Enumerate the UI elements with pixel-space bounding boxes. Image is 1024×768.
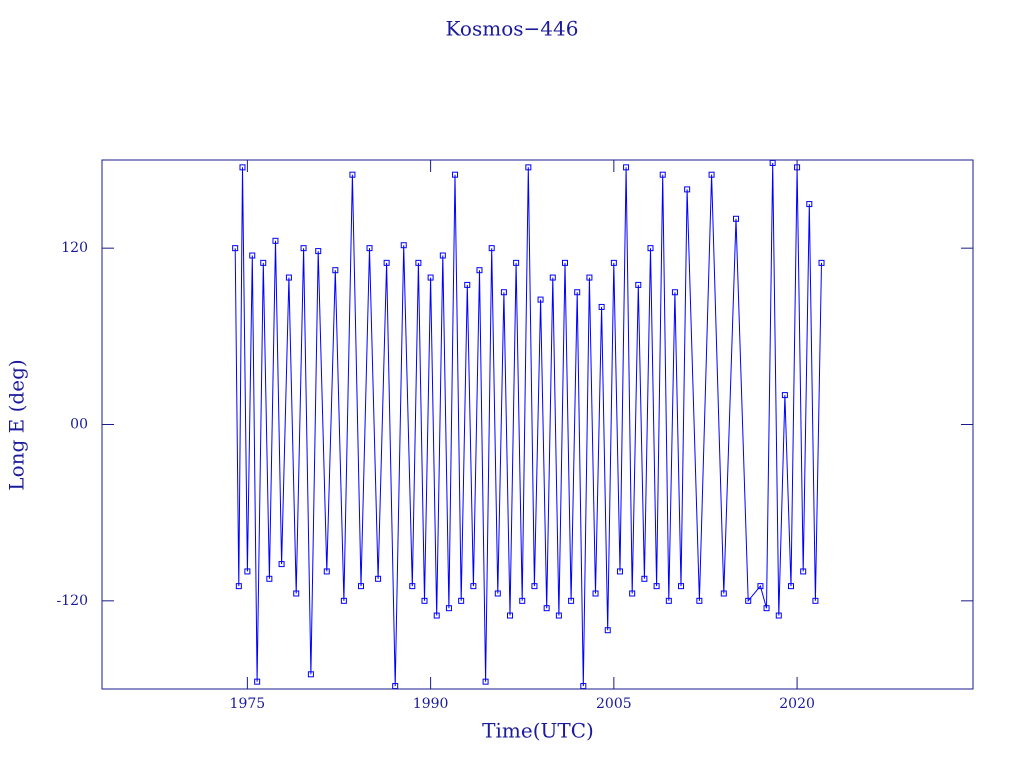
data-point: [458, 597, 465, 604]
data-point: [806, 201, 813, 208]
data-point: [641, 575, 648, 582]
data-point: [781, 392, 788, 399]
data-point: [464, 281, 471, 288]
data-point: [427, 274, 434, 281]
data-point: [800, 568, 807, 575]
data-point: [239, 164, 246, 171]
data-point: [500, 289, 507, 296]
data-point: [307, 671, 314, 678]
data-point: [285, 274, 292, 281]
data-point: [340, 597, 347, 604]
data-point: [586, 274, 593, 281]
data-point: [763, 605, 770, 612]
data-point: [543, 605, 550, 612]
data-point: [818, 259, 825, 266]
data-point: [616, 568, 623, 575]
data-point: [812, 597, 819, 604]
data-point: [323, 568, 330, 575]
data-point: [366, 245, 373, 252]
chart-title: Kosmos−446: [446, 17, 579, 41]
data-point: [445, 605, 452, 612]
data-point: [260, 259, 267, 266]
data-point: [513, 259, 520, 266]
x-axis-label: Time(UTC): [482, 719, 594, 743]
data-point: [494, 590, 501, 597]
data-point: [629, 590, 636, 597]
x-tick-label: 1975: [230, 696, 266, 712]
data-point: [696, 597, 703, 604]
data-point: [531, 583, 538, 590]
y-tick-label: 00: [70, 417, 88, 433]
data-point: [433, 612, 440, 619]
data-point: [278, 561, 285, 568]
data-point: [568, 597, 575, 604]
data-point: [482, 678, 489, 685]
data-point: [383, 259, 390, 266]
data-point: [555, 612, 562, 619]
data-point: [708, 171, 715, 178]
data-point: [659, 171, 666, 178]
data-point: [592, 590, 599, 597]
x-tick-label: 2005: [596, 696, 632, 712]
x-tick-label: 1990: [413, 696, 449, 712]
data-point: [720, 590, 727, 597]
data-point: [375, 575, 382, 582]
data-point: [232, 245, 239, 252]
data-point: [293, 590, 300, 597]
data-point: [315, 248, 322, 255]
data-point: [787, 583, 794, 590]
data-point: [272, 237, 279, 244]
data-point: [733, 215, 740, 222]
data-point: [332, 267, 339, 274]
data-point: [421, 597, 428, 604]
data-line: [234, 162, 822, 687]
data-point: [653, 583, 660, 590]
data-point: [604, 627, 611, 634]
data-point: [519, 597, 526, 604]
data-point: [647, 245, 654, 252]
data-point: [525, 164, 532, 171]
data-point: [415, 259, 422, 266]
data-point: [254, 678, 261, 685]
x-tick-label: 2020: [779, 696, 815, 712]
data-point: [235, 583, 242, 590]
data-point: [537, 296, 544, 303]
data-point: [349, 171, 356, 178]
data-point: [488, 245, 495, 252]
data-point: [439, 252, 446, 259]
data-point: [574, 289, 581, 296]
data-point: [266, 575, 273, 582]
y-axis-label: Long E (deg): [5, 359, 29, 490]
data-point: [671, 289, 678, 296]
y-tick-label: -120: [57, 593, 88, 609]
data-point: [775, 612, 782, 619]
data-point: [249, 252, 256, 259]
data-point: [598, 303, 605, 310]
data-point: [745, 597, 752, 604]
data-point: [470, 583, 477, 590]
data-point: [757, 583, 764, 590]
data-point: [678, 583, 685, 590]
data-point: [409, 583, 416, 590]
data-point: [623, 164, 630, 171]
data-point: [244, 568, 251, 575]
data-point: [400, 242, 407, 249]
data-point: [452, 171, 459, 178]
data-point: [549, 274, 556, 281]
data-point: [300, 245, 307, 252]
data-point: [476, 267, 483, 274]
data-point: [507, 612, 514, 619]
data-point: [357, 583, 364, 590]
data-point: [665, 597, 672, 604]
data-point: [684, 186, 691, 193]
data-point: [635, 281, 642, 288]
data-point: [610, 259, 617, 266]
data-point: [561, 259, 568, 266]
y-tick-label: 120: [61, 240, 88, 256]
